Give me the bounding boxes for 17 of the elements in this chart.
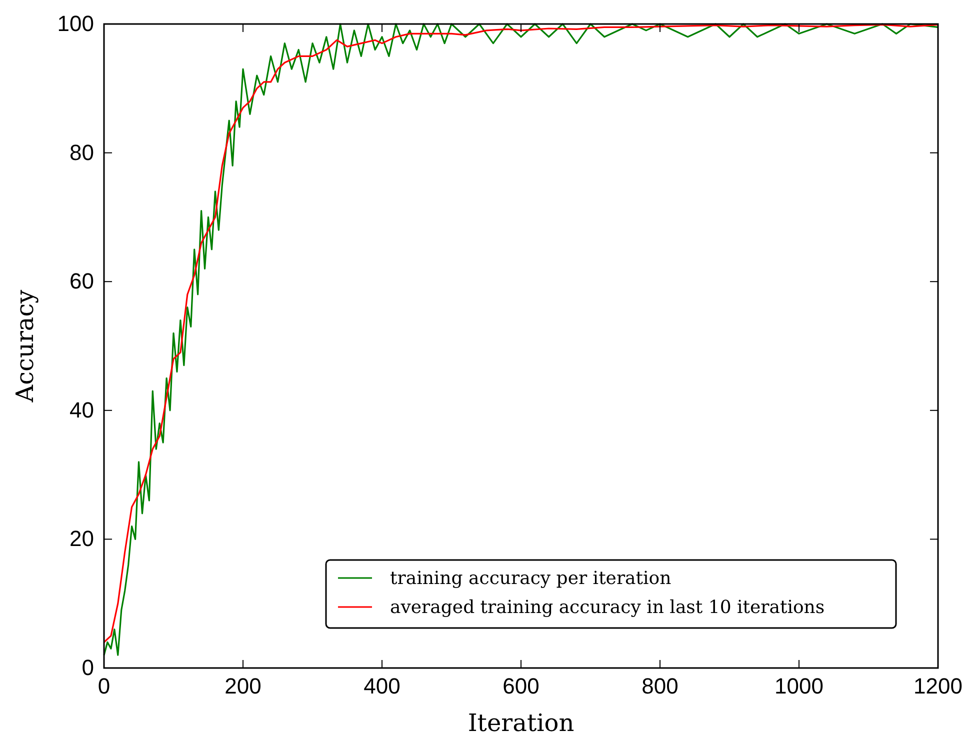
x-axis-title: Iteration (468, 709, 574, 737)
y-tick-label: 0 (82, 655, 94, 680)
legend-label: training accuracy per iteration (390, 568, 672, 589)
legend-label: averaged training accuracy in last 10 iterations (390, 597, 825, 618)
x-tick-label: 800 (642, 674, 678, 699)
x-tick-label: 400 (364, 674, 400, 699)
x-tick-label: 200 (224, 674, 262, 699)
x-tick-label: 0 (98, 674, 110, 699)
y-axis-title: Accuracy (11, 289, 39, 404)
y-tick-label: 40 (70, 397, 94, 422)
y-tick-label: 100 (57, 11, 94, 36)
y-tick-label: 20 (70, 526, 94, 552)
y-tick-label: 60 (70, 268, 94, 294)
x-tick-label: 1200 (914, 674, 962, 699)
x-tick-label: 1000 (774, 674, 824, 699)
y-tick-label: 80 (70, 140, 94, 165)
x-tick-label: 600 (502, 674, 540, 699)
